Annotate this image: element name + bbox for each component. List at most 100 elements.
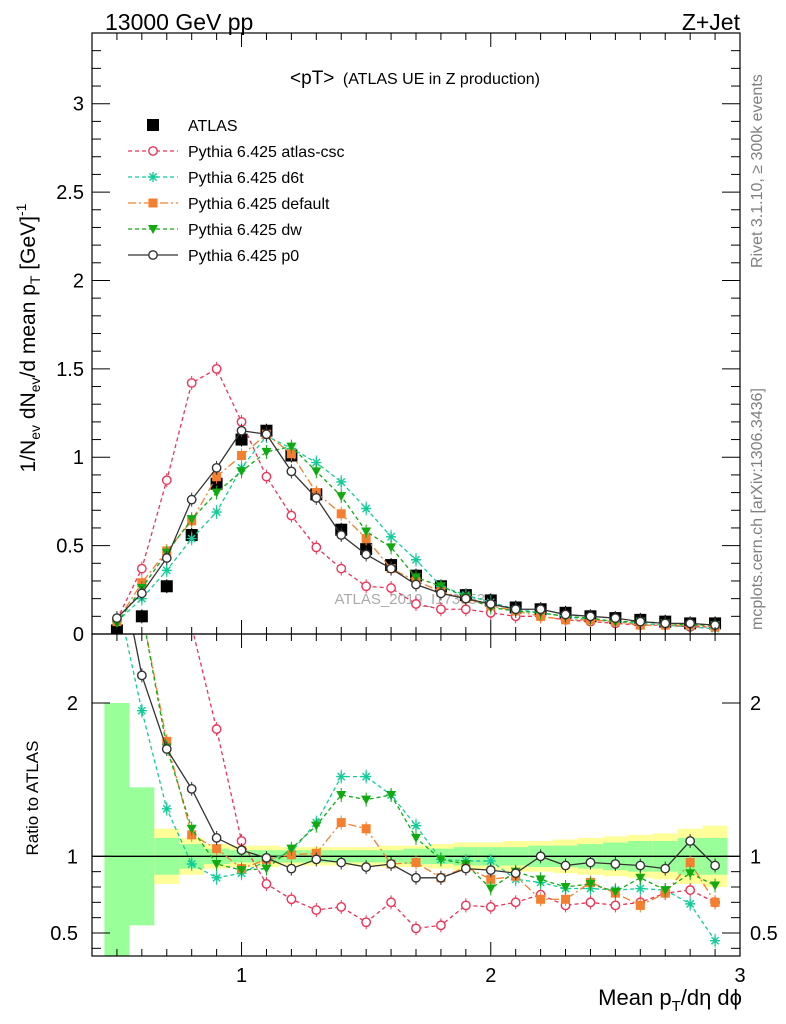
ratio-point-pythia-6-425-dw [560,883,571,892]
ratio-point-pythia-6-425-p0 [361,862,372,872]
main-point-pythia-6-425-d6t [161,565,172,576]
ratio-point-pythia-6-425-d6t [411,820,421,831]
x-tick-label: 1 [236,965,247,987]
ratio-point-pythia-6-425-dw [286,844,297,854]
legend-label: Pythia 6.425 dw [188,222,302,239]
ratio-point-pythia-6-425-atlas-csc [485,902,496,912]
main-point-pythia-6-425-dw [386,543,397,553]
legend-marker [148,172,158,182]
ratio-point-pythia-6-425-d6t [685,898,696,909]
main-y-tick-label: 2 [73,270,84,292]
legend-marker [148,198,158,208]
main-series-pythia-6-425-p0 [112,423,720,633]
legend-marker [148,225,158,234]
ratio-point-pythia-6-425-d6t [710,935,721,946]
main-point-atlas [235,433,248,446]
main-point-pythia-6-425-dw [211,488,222,498]
ratio-point-pythia-6-425-default [635,900,645,910]
ratio-point-pythia-6-425-dw [112,546,122,555]
ratio-point-pythia-6-425-atlas-csc [311,905,322,915]
main-point-pythia-6-425-d6t [411,554,421,565]
ratio-point-pythia-6-425-d6t [136,705,147,716]
ratio-point-pythia-6-425-p0 [386,859,396,869]
main-point-pythia-6-425-atlas-csc [361,581,372,592]
ratio-line-pythia-6-425-d6t [124,634,716,942]
ratio-point-pythia-6-425-default [486,874,496,884]
ratio-point-pythia-6-425-atlas-csc [585,897,596,908]
main-point-pythia-6-425-p0 [535,604,546,615]
ratio-point-pythia-6-425-p0 [211,833,222,843]
main-title-main: <pT> [290,68,334,89]
ratio-point-pythia-6-425-atlas-csc [261,879,272,889]
ratio-point-pythia-6-425-default [361,824,371,834]
ratio-point-pythia-6-425-dw [386,791,397,800]
ratio-point-pythia-6-425-dw [435,855,446,865]
ratio-point-pythia-6-425-atlas-csc [286,894,297,905]
main-point-pythia-6-425-p0 [286,466,297,477]
ratio-point-pythia-6-425-p0 [186,783,197,794]
ratio-point-pythia-6-425-atlas-csc [685,885,696,895]
ratio-y-tick-label-right: 0.5 [750,923,778,945]
ratio-point-pythia-6-425-atlas-csc [436,920,446,931]
rivet-version-label: Rivet 3.1.10, ≥ 300k events [749,74,766,268]
ratio-point-pythia-6-425-p0 [660,863,671,874]
ratio-point-pythia-6-425-default [536,894,546,904]
ratio-point-pythia-6-425-p0 [685,836,696,846]
ratio-point-pythia-6-425-d6t [361,771,372,782]
ratio-point-pythia-6-425-p0 [710,860,720,871]
main-point-pythia-6-425-p0 [585,611,596,622]
ratio-y-tick-label-right: 1 [750,846,761,868]
ratio-point-pythia-6-425-atlas-csc [163,515,171,523]
ratio-point-pythia-6-425-default [561,894,571,904]
main-point-pythia-6-425-p0 [236,425,247,436]
ratio-point-pythia-6-425-d6t [485,855,496,866]
main-point-atlas [160,580,173,593]
main-point-pythia-6-425-atlas-csc [436,604,446,615]
main-y-axis-label: 1/Nev dNev/d mean pT [GeV]-1 [13,203,43,472]
ratio-point-pythia-6-425-p0 [411,872,421,883]
ratio-point-pythia-6-425-dw [485,884,496,894]
main-title: <pT> (ATLAS UE in Z production) [290,68,540,89]
main-point-pythia-6-425-p0 [411,579,421,590]
ratio-point-pythia-6-425-p0 [286,863,297,874]
main-point-pythia-6-425-atlas-csc [460,604,471,615]
main-y-tick-label: 1 [73,447,84,469]
main-point-pythia-6-425-atlas-csc [311,542,322,553]
main-point-pythia-6-425-p0 [560,609,571,620]
main-point-pythia-6-425-p0 [112,613,122,623]
main-point-pythia-6-425-atlas-csc [161,475,172,486]
ratio-point-pythia-6-425-default [112,545,121,554]
main-point-pythia-6-425-atlas-csc [136,563,147,574]
main-point-pythia-6-425-default [336,509,346,519]
ratio-point-pythia-6-425-default [710,897,720,907]
ratio-point-pythia-6-425-p0 [535,851,546,862]
ratio-point-pythia-6-425-atlas-csc [460,900,471,911]
main-point-pythia-6-425-atlas-csc [186,378,197,388]
main-plot-area: 0 0.5 1 1.5 2 2.5 3 [56,32,741,646]
main-point-pythia-6-425-d6t [386,531,397,542]
ratio-point-pythia-6-425-dw [585,879,596,889]
main-point-pythia-6-425-d6t [186,533,197,544]
main-point-pythia-6-425-p0 [460,593,471,604]
legend-label: Pythia 6.425 d6t [188,170,304,187]
main-y-tick-label: 0.5 [56,536,84,558]
main-point-pythia-6-425-p0 [485,599,496,609]
legend-entry-pythia-6-425-dw: Pythia 6.425 dw [128,222,302,239]
ratio-point-pythia-6-425-p0 [113,545,121,553]
ratio-point-pythia-6-425-dw [660,886,671,896]
ratio-point-pythia-6-425-default [336,818,346,828]
ratio-series-pythia-6-425-p0 [113,545,720,885]
ratio-y-tick-label-left: 1 [67,846,78,868]
main-point-pythia-6-425-d6t [211,507,222,518]
main-point-pythia-6-425-atlas-csc [211,363,222,374]
main-point-pythia-6-425-dw [261,447,272,457]
main-point-pythia-6-425-p0 [361,549,372,560]
x-tick-label: 3 [734,965,745,987]
main-point-pythia-6-425-p0 [211,462,222,473]
ratio-point-pythia-6-425-atlas-csc [510,897,521,908]
main-point-pythia-6-425-dw [236,467,247,477]
legend-label: Pythia 6.425 atlas-csc [188,144,345,161]
ratio-point-pythia-6-425-atlas-csc [411,923,421,934]
main-point-atlas [135,610,148,623]
